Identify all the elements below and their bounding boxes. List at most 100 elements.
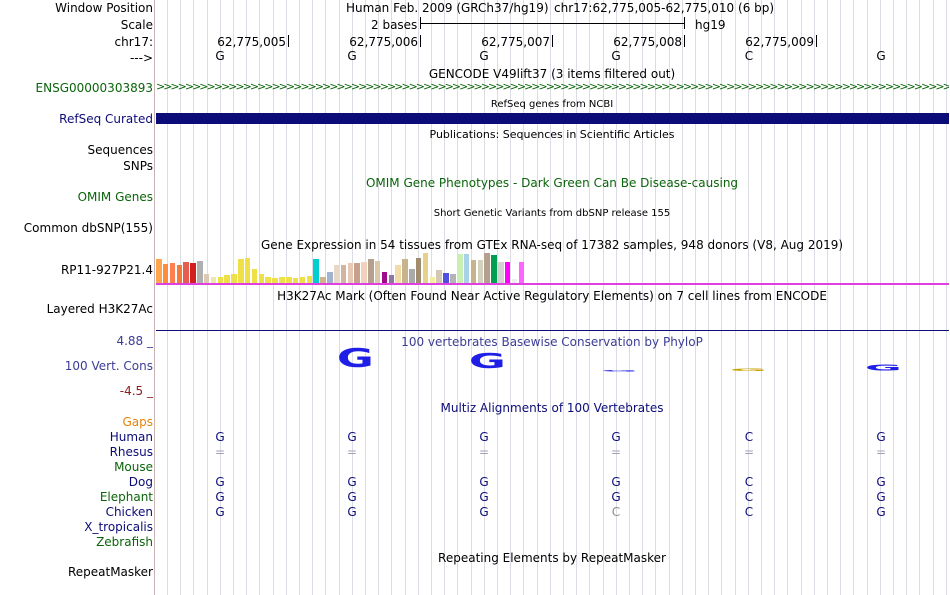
gtex-tissue-bar[interactable]	[491, 255, 497, 283]
h3k27ac-track-title[interactable]: H3K27Ac Mark (Often Found Near Active Re…	[277, 289, 827, 303]
multiz-species-label[interactable]: Rhesus	[109, 445, 153, 459]
gtex-tissue-bar[interactable]	[463, 254, 470, 283]
refseq-gene-block[interactable]	[156, 113, 949, 124]
gtex-tissue-bar[interactable]	[443, 273, 449, 283]
gtex-tissue-bar[interactable]	[313, 259, 319, 283]
phylop-base-logo[interactable]: G	[465, 352, 509, 372]
gtex-tissue-bar[interactable]	[190, 263, 196, 283]
gtex-tissue-bar[interactable]	[197, 261, 203, 283]
sequences-track-label[interactable]: Sequences	[87, 143, 153, 157]
refseq-track-title[interactable]: RefSeq genes from NCBI	[490, 99, 614, 110]
omim-track-label[interactable]: OMIM Genes	[77, 190, 153, 204]
repeatmasker-track-title[interactable]: Repeating Elements by RepeatMasker	[438, 551, 666, 565]
gtex-tissue-bar[interactable]	[504, 262, 511, 283]
multiz-species-label[interactable]: Dog	[128, 475, 153, 489]
gtex-tissue-bar[interactable]	[265, 277, 271, 283]
gtex-tissue-bar[interactable]	[436, 270, 442, 283]
gtex-tissue-bar[interactable]	[333, 265, 340, 283]
dbsnp-track-label[interactable]: Common dbSNP(155)	[23, 221, 153, 235]
gtex-tissue-bar[interactable]	[484, 253, 490, 283]
gtex-tissue-bar[interactable]	[354, 263, 360, 283]
gencode-gene-label[interactable]: ENSG00000303893	[35, 81, 153, 95]
gtex-tissue-bar[interactable]	[162, 264, 169, 283]
multiz-track-title[interactable]: Multiz Alignments of 100 Vertebrates	[440, 401, 664, 415]
snps-track-label[interactable]: SNPs	[123, 159, 153, 173]
reference-base[interactable]: G	[611, 49, 621, 63]
gtex-tissue-bar[interactable]	[299, 277, 306, 283]
gtex-tissue-bar[interactable]	[381, 272, 388, 283]
multiz-species-label[interactable]: Chicken	[105, 505, 153, 519]
omim-track-title[interactable]: OMIM Gene Phenotypes - Dark Green Can Be…	[365, 176, 739, 190]
phylop-base-logo[interactable]: G	[861, 364, 905, 372]
gtex-tissue-bar[interactable]	[231, 274, 237, 283]
gtex-tissue-bar[interactable]	[429, 277, 436, 283]
gtex-expression-bars[interactable]	[156, 252, 949, 283]
phylop-base-logo[interactable]: G	[597, 370, 641, 372]
phylop-track-label[interactable]: 100 Vert. Cons	[64, 359, 153, 373]
gtex-tissue-bar[interactable]	[457, 254, 463, 283]
phylop-track-title[interactable]: 100 vertebrates Basewise Conservation by…	[401, 335, 703, 349]
gtex-tissue-bar[interactable]	[340, 265, 347, 283]
multiz-species-label[interactable]: Zebrafish	[96, 535, 153, 549]
multiz-species-label[interactable]: Gaps	[122, 415, 153, 429]
gtex-tissue-bar[interactable]	[286, 277, 292, 283]
gtex-tissue-bar[interactable]	[217, 277, 224, 283]
gtex-tissue-bar[interactable]	[415, 258, 422, 283]
reference-base[interactable]: C	[744, 49, 754, 63]
gtex-tissue-bar[interactable]	[258, 274, 265, 283]
gtex-tissue-bar[interactable]	[183, 262, 189, 283]
gtex-tissue-bar[interactable]	[422, 253, 429, 283]
multiz-species-label[interactable]: Elephant	[99, 490, 153, 504]
gtex-tissue-bar[interactable]	[272, 278, 278, 283]
gtex-tissue-bar[interactable]	[244, 258, 251, 283]
gtex-tissue-bar[interactable]	[374, 261, 381, 283]
gtex-tissue-bar[interactable]	[368, 259, 374, 283]
multiz-species-label[interactable]: Mouse	[114, 460, 153, 474]
multiz-species-label[interactable]: X_tropicalis	[84, 520, 153, 534]
refseq-track-label[interactable]: RefSeq Curated	[59, 112, 153, 126]
gtex-gene-baseline[interactable]	[156, 283, 949, 285]
gtex-tissue-bar[interactable]	[511, 279, 518, 283]
gtex-tissue-bar[interactable]	[224, 275, 230, 283]
gtex-tissue-bar[interactable]	[395, 265, 401, 283]
gtex-tissue-bar[interactable]	[327, 272, 333, 283]
gtex-tissue-bar[interactable]	[251, 269, 258, 283]
gtex-tissue-bar[interactable]	[320, 277, 326, 283]
gtex-tissue-bar[interactable]	[306, 276, 313, 283]
reference-base[interactable]: G	[876, 49, 886, 63]
gencode-gene-strand-line[interactable]: >>>>>>>>>>>>>>>>>>>>>>>>>>>>>>>>>>>>>>>>…	[156, 80, 949, 93]
window-position-value[interactable]: chr17:62,775,005-62,775,010 (6 bp)	[554, 1, 775, 15]
gtex-tissue-bar[interactable]	[238, 259, 244, 283]
publications-track-title[interactable]: Publications: Sequences in Scientific Ar…	[429, 128, 675, 141]
gtex-gene-label[interactable]: RP11-927P21.4	[60, 263, 153, 277]
gtex-tissue-bar[interactable]	[169, 263, 176, 283]
gtex-tissue-bar[interactable]	[477, 260, 484, 283]
gtex-tissue-bar[interactable]	[388, 275, 395, 283]
gtex-tissue-bar[interactable]	[210, 277, 217, 283]
repeatmasker-track-label[interactable]: RepeatMasker	[67, 565, 153, 579]
gtex-tissue-bar[interactable]	[409, 269, 415, 283]
gtex-tissue-bar[interactable]	[203, 274, 210, 283]
gtex-tissue-bar[interactable]	[176, 265, 183, 283]
reference-base[interactable]: G	[215, 49, 225, 63]
gtex-tissue-bar[interactable]	[450, 274, 456, 283]
reference-base[interactable]: G	[347, 49, 357, 63]
gtex-tissue-bar[interactable]	[470, 260, 477, 283]
gtex-tissue-bar[interactable]	[347, 263, 354, 283]
gtex-tissue-bar[interactable]	[402, 259, 408, 283]
gtex-tissue-bar[interactable]	[518, 262, 525, 283]
gtex-tissue-bar[interactable]	[156, 259, 162, 283]
phylop-base-logo[interactable]: G	[726, 368, 770, 372]
h3k27ac-track-label[interactable]: Layered H3K27Ac	[46, 302, 153, 316]
dbsnp-track-title[interactable]: Short Genetic Variants from dbSNP releas…	[433, 208, 671, 219]
gencode-track-title[interactable]: GENCODE V49lift37 (3 items filtered out)	[428, 67, 676, 81]
phylop-base-logo[interactable]: G	[333, 346, 377, 372]
gtex-track-title[interactable]: Gene Expression in 54 tissues from GTEx …	[260, 238, 844, 252]
multiz-species-label[interactable]: Human	[109, 430, 153, 444]
gtex-tissue-bar[interactable]	[279, 277, 285, 283]
reference-base[interactable]: G	[479, 49, 489, 63]
gtex-tissue-bar[interactable]	[498, 262, 504, 283]
gtex-tissue-bar[interactable]	[292, 278, 299, 283]
gtex-tissue-bar[interactable]	[361, 262, 367, 283]
